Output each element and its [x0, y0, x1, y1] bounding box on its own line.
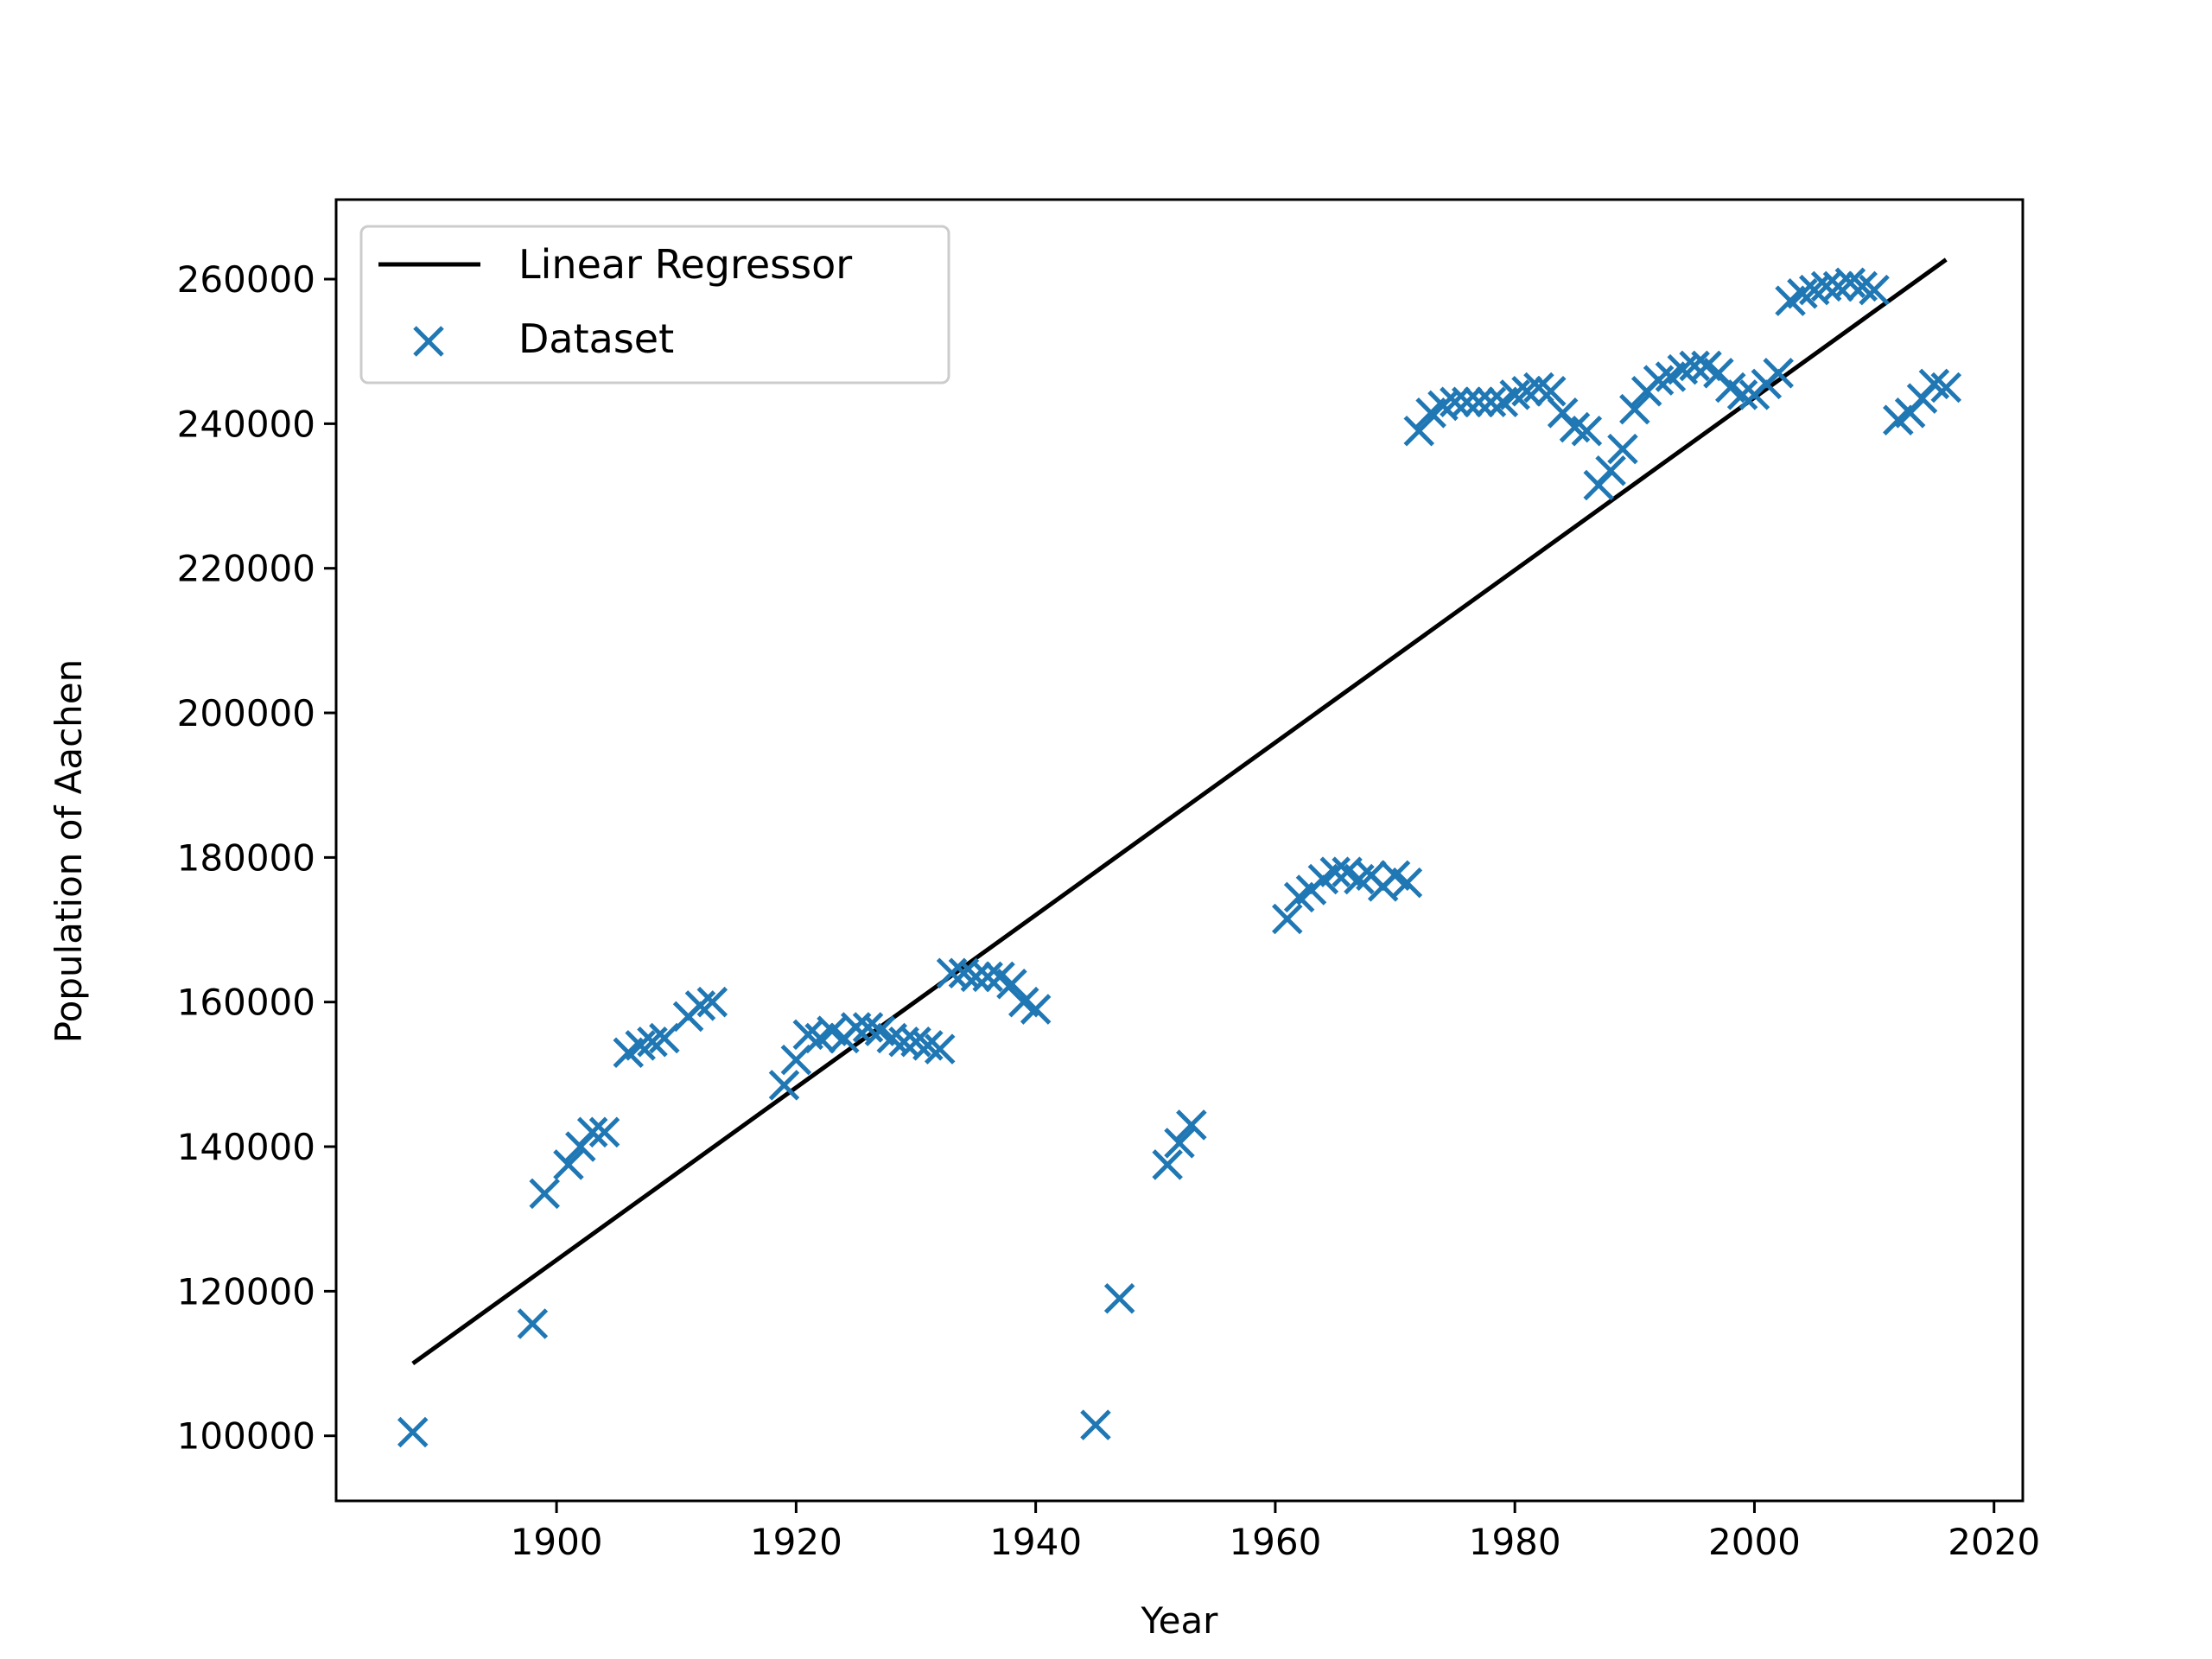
data-point	[1176, 1109, 1207, 1141]
x-tick-label: 1900	[511, 1521, 603, 1563]
y-tick-label: 100000	[177, 1415, 315, 1458]
data-point	[529, 1178, 560, 1210]
data-point	[1763, 358, 1794, 389]
legend-label-dataset: Dataset	[518, 315, 674, 362]
y-tick-label: 220000	[177, 548, 315, 590]
legend-box	[359, 225, 950, 385]
data-point	[1391, 867, 1423, 899]
data-point	[1679, 350, 1710, 382]
data-point	[696, 986, 728, 1018]
plot-area	[397, 257, 1962, 1448]
data-point	[1859, 274, 1890, 306]
y-tick-label: 240000	[177, 403, 315, 445]
data-point	[1164, 1128, 1195, 1159]
y-axis: 100000 120000 140000 160000 180000 200000 2200…	[177, 258, 336, 1458]
y-tick-label: 180000	[177, 836, 315, 879]
legend: Linear Regressor Dataset	[359, 225, 950, 385]
x-tick-label: 2000	[1708, 1521, 1801, 1563]
data-point	[1020, 994, 1052, 1025]
y-tick-label: 120000	[177, 1270, 315, 1313]
y-axis-label: Population of Aachen	[48, 659, 90, 1044]
data-point	[972, 961, 1003, 993]
data-point	[1103, 1282, 1135, 1314]
data-point	[1463, 386, 1495, 418]
data-point	[1571, 415, 1603, 447]
data-point	[553, 1149, 584, 1180]
x-axis: 1900 1920 1940 1960 1980 2000 2020	[511, 1501, 2040, 1563]
data-point	[1152, 1149, 1183, 1180]
x-tick-label: 1940	[989, 1521, 1082, 1563]
series-line-linear-regressor	[411, 257, 1948, 1366]
data-point	[1726, 379, 1758, 410]
y-tick-label: 140000	[177, 1126, 315, 1168]
data-point	[996, 969, 1027, 1000]
data-point	[960, 961, 992, 993]
x-axis-label: Year	[1141, 1599, 1219, 1642]
data-point	[1319, 856, 1351, 887]
data-point	[1272, 903, 1303, 935]
data-point	[1475, 386, 1507, 418]
data-point	[588, 1116, 620, 1148]
data-point	[1080, 1409, 1111, 1440]
data-point	[1607, 433, 1638, 465]
data-point	[768, 1070, 800, 1101]
data-point	[1535, 375, 1567, 407]
legend-marker-dataset	[413, 326, 444, 357]
data-point	[1930, 372, 1962, 404]
data-point	[1451, 386, 1483, 418]
legend-label-linear-regressor: Linear Regressor	[518, 241, 852, 288]
x-tick-label: 1960	[1229, 1521, 1321, 1563]
data-point	[517, 1308, 549, 1339]
x-tick-label: 1980	[1469, 1521, 1561, 1563]
x-tick-label: 2020	[1948, 1521, 2040, 1563]
x-tick-label: 1920	[750, 1521, 842, 1563]
data-point	[1619, 393, 1650, 425]
data-point	[1403, 415, 1435, 447]
y-tick-label: 200000	[177, 692, 315, 734]
data-point	[397, 1416, 429, 1448]
data-point	[1595, 454, 1626, 486]
data-point	[576, 1116, 608, 1148]
data-point	[924, 1033, 956, 1065]
axes-frame	[334, 198, 2024, 1503]
y-tick-label: 260000	[177, 258, 315, 301]
data-point	[1440, 386, 1471, 418]
y-tick-label: 160000	[177, 982, 315, 1024]
